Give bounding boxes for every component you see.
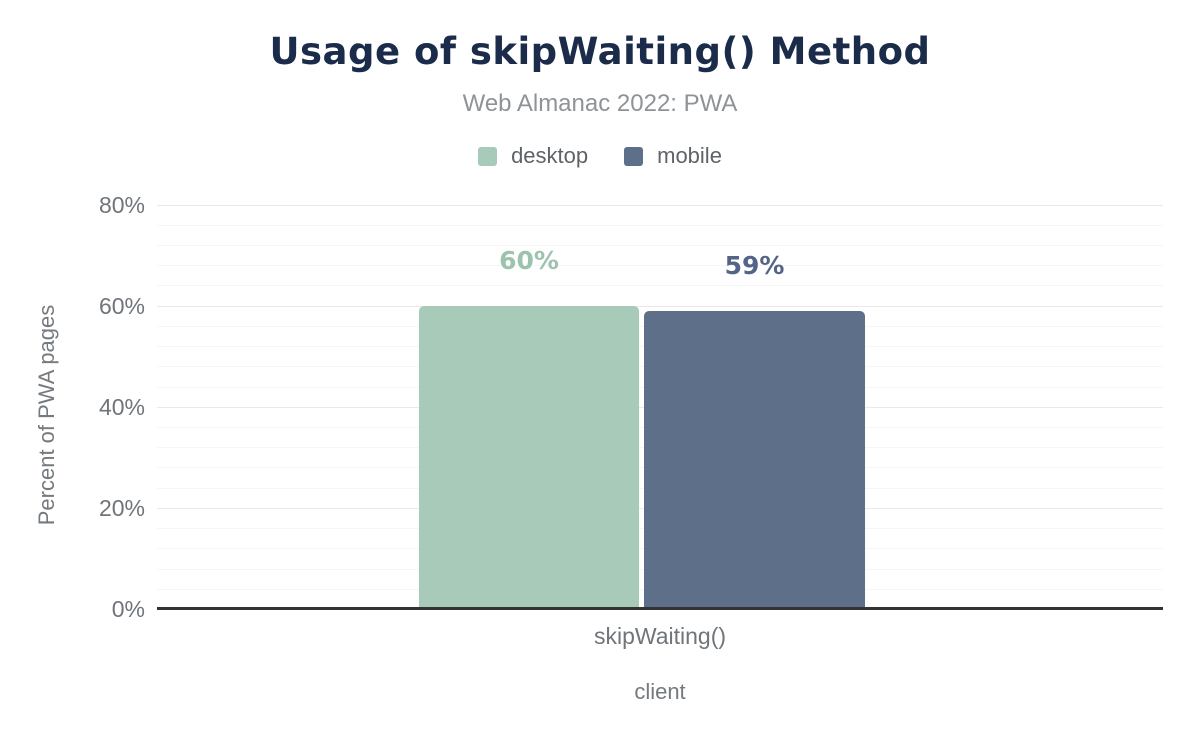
y-tick-label: 0% <box>111 596 145 622</box>
chart-subtitle: Web Almanac 2022: PWA <box>462 90 738 117</box>
y-tick-label: 80% <box>98 191 145 218</box>
gridline-minor <box>157 224 1163 226</box>
data-label-desktop: 60% <box>499 245 559 275</box>
x-axis-line <box>157 607 1163 610</box>
y-tick-label: 40% <box>98 393 145 420</box>
chart-title: Usage of skipWaiting() Method <box>269 30 931 73</box>
gridline-minor <box>157 265 1163 267</box>
x-axis-title: client <box>634 679 686 704</box>
mobile-swatch-icon <box>624 146 644 166</box>
legend-item-mobile: mobile <box>624 143 722 169</box>
gridline-major <box>157 305 1163 307</box>
legend-label-mobile: mobile <box>657 143 722 168</box>
gridline-major <box>157 204 1163 206</box>
gridline-minor <box>157 244 1163 246</box>
legend-label-desktop: desktop <box>511 143 589 168</box>
gridline-minor <box>157 285 1163 287</box>
y-axis-title: Percent of PWA pages <box>34 304 59 526</box>
bar-mobile <box>644 310 865 609</box>
y-tick-label: 20% <box>98 494 145 521</box>
data-label-mobile: 59% <box>724 250 785 280</box>
bar-desktop <box>419 305 639 609</box>
legend-item-desktop: desktop <box>478 143 588 169</box>
desktop-swatch-icon <box>478 146 498 166</box>
y-tick-label: 60% <box>98 292 145 319</box>
legend: desktop mobile <box>0 143 1200 169</box>
x-category-label: skipWaiting() <box>593 623 727 649</box>
